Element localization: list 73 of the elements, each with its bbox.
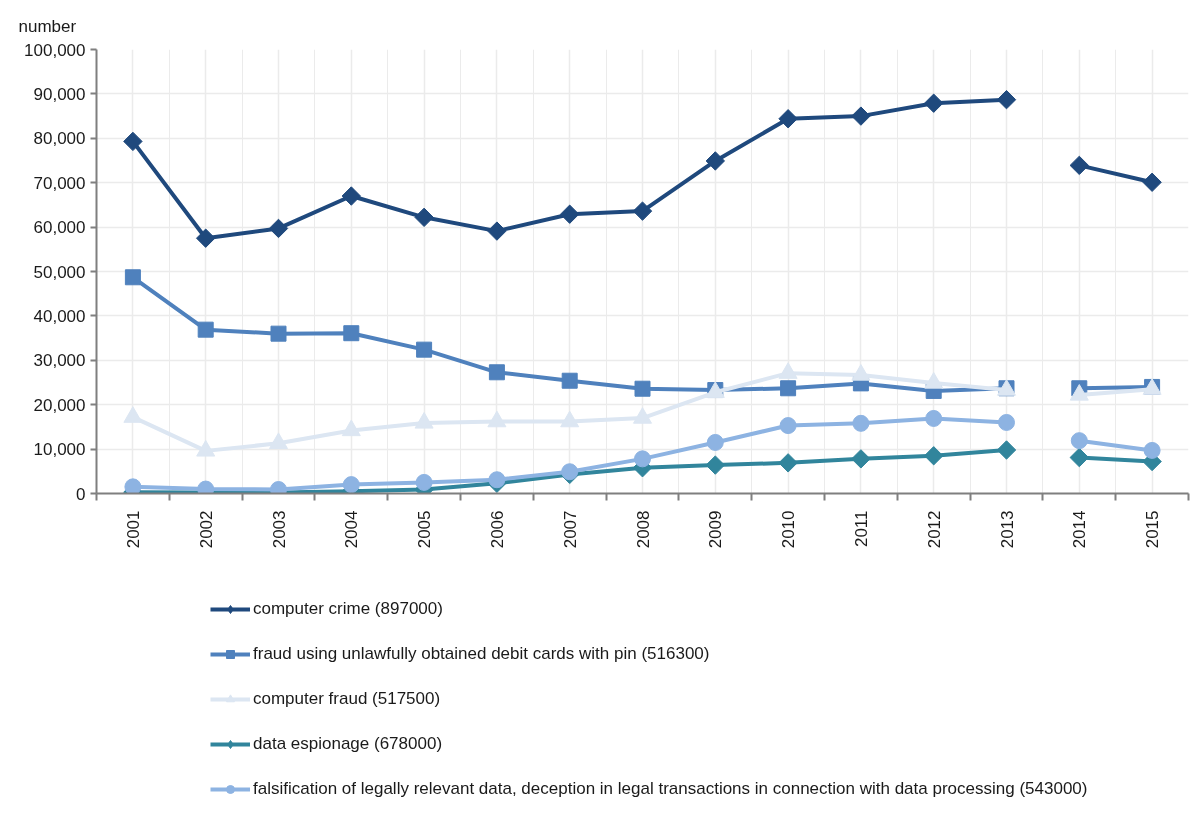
point — [634, 380, 651, 397]
point — [925, 409, 943, 427]
point — [416, 341, 433, 358]
point — [342, 476, 360, 494]
point — [851, 106, 871, 126]
point — [123, 131, 143, 152]
y-tick-label: 70,000 — [33, 173, 86, 193]
point — [634, 450, 651, 468]
x-tick-label: 2006 — [487, 510, 507, 549]
x-tick-label: 2015 — [1143, 510, 1163, 549]
y-tick-label: 90,000 — [33, 84, 86, 104]
point — [705, 151, 725, 171]
x-tick-label: 2001 — [123, 510, 143, 549]
point — [560, 204, 580, 224]
point — [197, 321, 214, 338]
point — [270, 325, 287, 342]
x-tick-label: 2004 — [342, 510, 362, 549]
x-tick-label: 2008 — [633, 510, 653, 549]
x-tick-label: 2007 — [560, 510, 580, 549]
x-tick-label: 2009 — [706, 510, 726, 549]
point — [415, 473, 433, 491]
point — [1070, 432, 1088, 450]
y-tick-label: 40,000 — [33, 306, 86, 326]
point — [706, 433, 724, 451]
point — [778, 109, 798, 129]
x-tick-label: 2005 — [415, 510, 435, 549]
point — [268, 218, 289, 239]
point — [924, 93, 944, 113]
point — [705, 455, 725, 475]
x-tick-label: 2011 — [851, 510, 871, 548]
y-tick-label: 10,000 — [33, 440, 86, 460]
point — [851, 449, 871, 469]
point — [1069, 155, 1089, 176]
point — [124, 269, 141, 286]
point — [996, 440, 1017, 460]
point — [632, 201, 653, 221]
point — [343, 325, 360, 342]
y-tick-label: 80,000 — [33, 129, 86, 149]
point — [561, 372, 578, 389]
x-tick-label: 2012 — [924, 510, 944, 549]
point — [196, 228, 216, 248]
point — [487, 221, 507, 241]
point — [414, 207, 434, 228]
y-tick-label: 60,000 — [33, 218, 86, 238]
x-tick-label: 2010 — [779, 510, 799, 549]
y-tick-label: 50,000 — [33, 262, 86, 282]
legend-label: computer crime (897000) — [253, 599, 443, 619]
x-tick-label: 2002 — [196, 510, 216, 549]
point — [1143, 441, 1161, 459]
point — [1069, 447, 1089, 468]
point — [780, 380, 797, 397]
point — [996, 89, 1017, 110]
x-tick-label: 2013 — [997, 510, 1017, 549]
point — [488, 364, 505, 381]
legend-label: computer fraud (517500) — [253, 689, 441, 709]
point — [779, 417, 797, 435]
x-tick-label: 2003 — [269, 510, 289, 549]
y-axis-title: number — [18, 16, 77, 36]
legend-label: data espionage (678000) — [253, 734, 443, 754]
point — [924, 446, 944, 466]
point — [778, 453, 798, 473]
point — [998, 413, 1015, 431]
y-tick-label: 100,000 — [24, 40, 86, 60]
point — [124, 478, 142, 494]
point — [852, 414, 870, 432]
y-tick-label: 30,000 — [33, 351, 86, 371]
y-tick-label: 0 — [76, 484, 86, 504]
legend-label: falsification of legally relevant data, deception in legal transactions in connection with data processing (543000) — [253, 779, 1088, 799]
x-tick-label: 2014 — [1070, 510, 1090, 549]
legend-label: fraud using unlawfully obtained debit cards with pin (516300) — [253, 644, 710, 664]
y-tick-label: 20,000 — [33, 395, 86, 415]
point — [341, 186, 361, 206]
point — [1142, 172, 1162, 192]
